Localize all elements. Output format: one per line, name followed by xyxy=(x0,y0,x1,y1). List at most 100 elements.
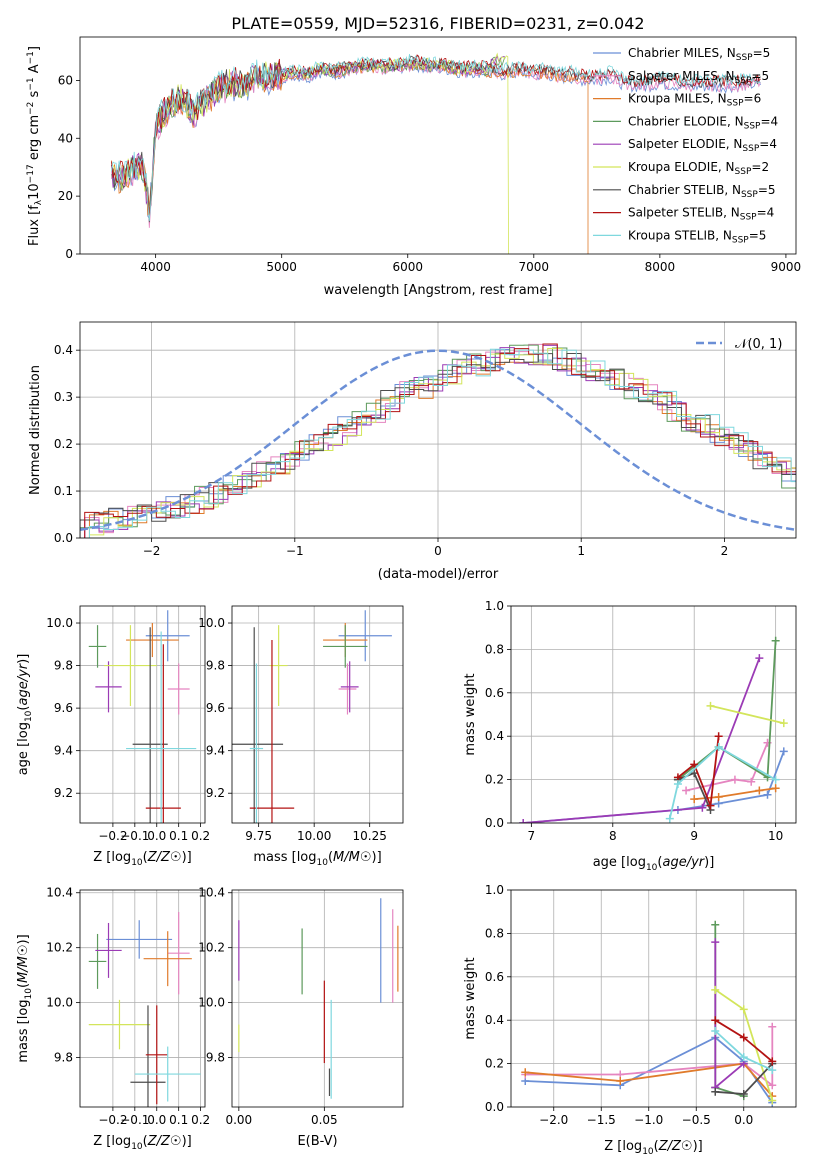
y-tick-label: 0.4 xyxy=(485,729,504,743)
weight-line xyxy=(523,657,761,823)
weight-marker xyxy=(711,920,720,929)
x-tick-label: 10 xyxy=(768,829,783,843)
y-tick-label: 10.4 xyxy=(46,886,73,900)
y-tick-label: 9.6 xyxy=(54,701,73,715)
legend-entry-part: =5 xyxy=(751,69,769,83)
normal-curve xyxy=(80,349,796,532)
spectrum-line xyxy=(111,53,761,221)
x-axis-label-part: 10 xyxy=(131,1142,143,1152)
y-tick-label: 10.0 xyxy=(46,996,73,1010)
y-tick-label: 10.0 xyxy=(46,616,73,630)
weight-marker xyxy=(768,1022,777,1031)
legend-entry-part: Salpeter MILES, N xyxy=(628,69,735,83)
y-tick-label: 0.3 xyxy=(54,390,73,404)
legend-entry-part: SSP xyxy=(741,190,758,200)
y-tick-label: 0.2 xyxy=(485,1057,504,1071)
x-axis-label-part: mass [log xyxy=(253,850,316,865)
weight-marker xyxy=(698,803,707,812)
x-tick-label: 0.2 xyxy=(191,1113,210,1127)
y-axis-label-part: mass [log xyxy=(16,999,31,1062)
x-tick-label: 7 xyxy=(528,829,536,843)
errorbar-group xyxy=(88,911,201,1107)
legend-entry-part: =2 xyxy=(751,160,769,174)
y-axis-label-part: −1 xyxy=(26,51,36,64)
y-axis-label-part: ( xyxy=(16,983,31,988)
y-tick-label: 0.0 xyxy=(485,816,504,830)
x-axis-label-part: ( xyxy=(143,1134,148,1149)
x-tick-label: 9 xyxy=(690,829,698,843)
x-axis-label-part: )] xyxy=(693,1139,703,1154)
x-tick-label: −1.5 xyxy=(587,1113,616,1127)
y-tick-label: 20 xyxy=(58,189,73,203)
y-tick-label: 0.6 xyxy=(485,970,504,984)
weight-marker xyxy=(690,795,699,804)
x-tick-label: 0.0 xyxy=(147,1113,166,1127)
weight-marker xyxy=(673,779,682,788)
y-tick-label: 9.4 xyxy=(54,744,73,758)
weight-marker xyxy=(711,1027,720,1036)
legend-entry-part: =6 xyxy=(744,92,762,106)
weight-marker xyxy=(706,701,715,710)
x-axis-label: Z [log10(Z/Z☉)] xyxy=(93,1134,191,1152)
legend-entry: Salpeter STELIB, NSSP=4 xyxy=(628,206,774,223)
legend-entry: Chabrier ELODIE, NSSP=4 xyxy=(628,114,778,131)
y-tick-label: 10.2 xyxy=(198,941,225,955)
y-tick-label: 0.8 xyxy=(485,926,504,940)
weight-marker xyxy=(714,743,723,752)
y-axis-label-part: erg cm xyxy=(27,115,42,164)
legend-entry-part: SSP xyxy=(742,144,759,154)
weight-marker xyxy=(714,792,723,801)
y-axis-label-part: −2 xyxy=(26,102,36,115)
age-vs-Z-panel: −0.2−0.10.0 0.1 0.29.29.49.69.810.0Z [log1… xyxy=(16,605,210,868)
y-tick-label: 0.0 xyxy=(54,531,73,545)
legend-entry: Kroupa MILES, NSSP=6 xyxy=(628,92,761,109)
legend-entry-part: SSP xyxy=(735,167,752,177)
x-tick-label: −0.2 xyxy=(98,829,127,843)
x-axis-label-part: )] xyxy=(182,850,192,865)
legend-entry: Kroupa ELODIE, NSSP=2 xyxy=(628,160,769,177)
weight-marker xyxy=(763,790,772,799)
y-axis-label-part: A xyxy=(27,64,42,77)
y-tick-label: 9.2 xyxy=(206,786,225,800)
weight-marker xyxy=(521,1068,530,1077)
weight-marker xyxy=(519,819,528,823)
weight-marker xyxy=(682,786,691,795)
legend-entry-part: =4 xyxy=(760,114,778,128)
errorbar-group xyxy=(238,898,399,1099)
weight-marker xyxy=(768,1096,777,1105)
legend-entry-part: =5 xyxy=(758,183,776,197)
y-tick-label: 1.0 xyxy=(485,599,504,613)
y-axis-label-part: λ xyxy=(34,199,44,205)
histogram-group xyxy=(80,343,796,538)
y-tick-label: 10.4 xyxy=(198,886,225,900)
weight-line xyxy=(668,745,777,819)
y-axis-label-part: ] xyxy=(27,46,42,51)
weight-marker xyxy=(768,1081,777,1090)
x-tick-label: −0.1 xyxy=(120,829,149,843)
weight-marker xyxy=(771,775,780,784)
figure-title: PLATE=0559, MJD=52316, FIBERID=0231, z=0… xyxy=(231,14,644,33)
x-axis-label: age [log10(age/yr)] xyxy=(593,855,715,873)
axes-frame xyxy=(79,321,797,539)
y-axis-label: mass [log10(M/M☉)] xyxy=(16,934,34,1062)
legend-entry: Chabrier MILES, NSSP=5 xyxy=(628,46,770,63)
x-tick-label: 6000 xyxy=(392,260,423,274)
y-axis-label-part: s xyxy=(27,90,42,101)
x-tick-label: −1 xyxy=(286,544,304,558)
x-axis-label-part: ( xyxy=(654,1139,659,1154)
x-tick-label: 9000 xyxy=(771,260,802,274)
y-tick-label: 40 xyxy=(58,131,73,145)
legend-entry-part: Chabrier MILES, N xyxy=(628,46,736,60)
y-tick-label: 10.0 xyxy=(198,616,225,630)
x-axis-label-part: Z/Z☉ xyxy=(147,1134,182,1149)
legend-entry-part: Kroupa MILES, N xyxy=(628,92,727,106)
y-tick-label: 0.4 xyxy=(485,1013,504,1027)
x-axis-label: (data-model)/error xyxy=(378,567,499,582)
weight-marker xyxy=(755,654,764,663)
legend-entry: Salpeter MILES, NSSP=5 xyxy=(628,69,769,86)
y-tick-label: 9.8 xyxy=(206,659,225,673)
spectrum-panel: 4000 5000 6000 7000 8000 9000 0 20 40 60 Chabrier … xyxy=(26,36,802,298)
y-tick-label: 9.4 xyxy=(206,744,225,758)
legend-entry-part: =5 xyxy=(753,46,771,60)
